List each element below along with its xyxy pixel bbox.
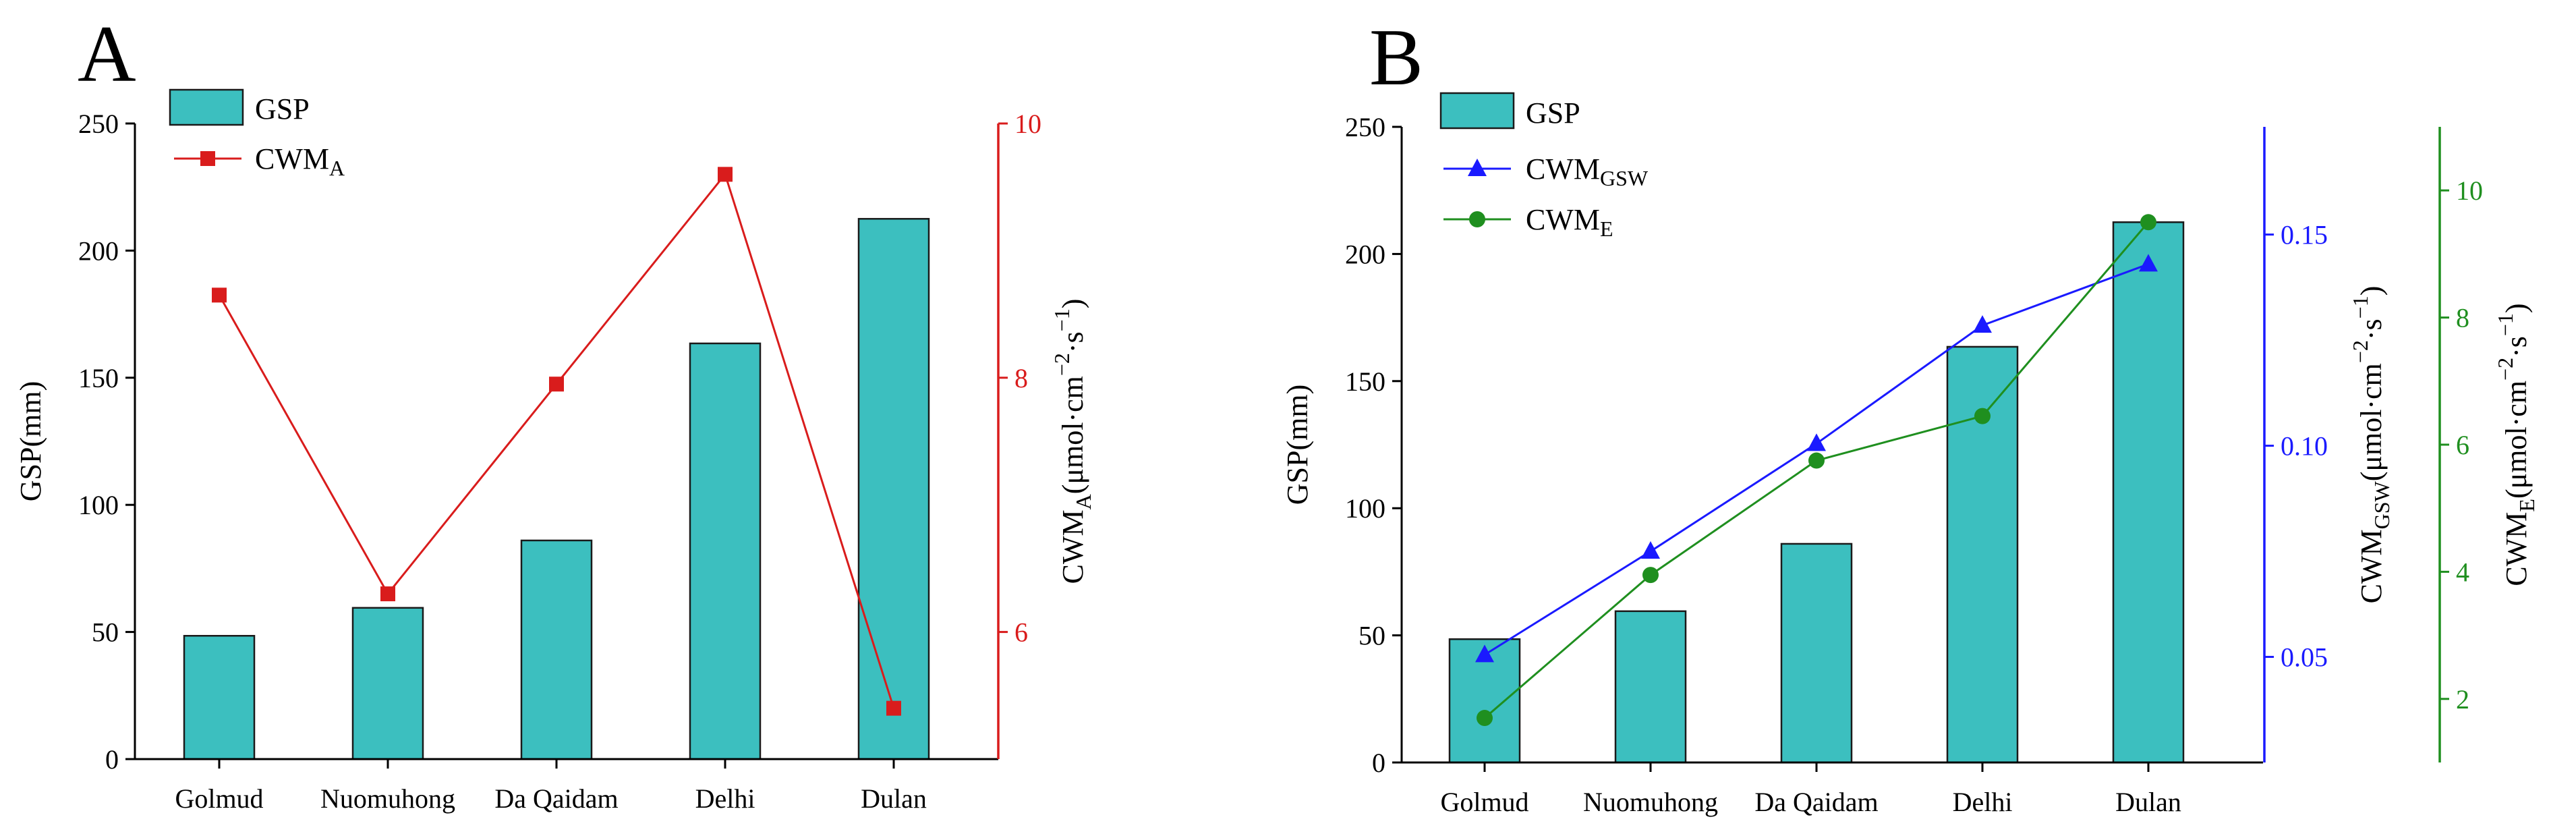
bar-dulan <box>2112 221 2185 764</box>
bar-dulan <box>857 218 930 760</box>
x-tick-label: Golmud <box>175 783 263 814</box>
right-axis-cwm-gsw-tick-label: 0.05 <box>2281 642 2328 673</box>
point-gsw-dulan <box>2139 254 2158 272</box>
panel-b-letter: B <box>1369 12 1423 102</box>
right-axis-cwm-a-tick-label: 6 <box>1014 617 1028 648</box>
right-axis-cwm-e-tick-label: 8 <box>2456 303 2469 333</box>
left-tick-label: 50 <box>1358 621 1385 651</box>
point-a-dulan <box>886 700 901 716</box>
right-axis-cwm-a-label: CWMA(μmol·cm−2·s−1) <box>1050 299 1095 584</box>
legend-cwm-a-label: CWMA <box>255 142 345 180</box>
right-axis-cwm-e-tick-label: 10 <box>2456 175 2483 206</box>
left-tick-label: 150 <box>78 363 119 393</box>
left-tick-label: 250 <box>1345 112 1385 142</box>
right-axis-cwm-a-tick-label: 10 <box>1014 109 1041 139</box>
left-tick-label: 0 <box>105 744 119 775</box>
legend-gsp-label: GSP <box>255 92 310 126</box>
panel-b-chart: 0 50 100 150 200 250 GSP(mm) Golmud Nuomuhong Da … <box>1281 92 2539 817</box>
x-tick-label: Delhi <box>1953 787 2013 817</box>
bar-delhi <box>689 342 762 760</box>
legend-cwm-gsw-marker <box>1468 159 1487 176</box>
bar-golmud <box>183 635 256 760</box>
left-axis-label: GSP(mm) <box>14 381 47 501</box>
x-tick-label: Nuomuhong <box>1583 787 1718 817</box>
right-axis-cwm-gsw-tick-label: 0.10 <box>2281 431 2328 462</box>
legend-gsp-swatch <box>169 88 244 126</box>
point-e-da-qaidam <box>1808 452 1825 469</box>
bar-da-qaidam <box>1780 543 1853 764</box>
point-gsw-da-qaidam <box>1807 433 1826 451</box>
x-tick-label: Da Qaidam <box>1754 787 1878 817</box>
left-tick-label: 200 <box>1345 239 1385 269</box>
legend-gsp-label: GSP <box>1526 96 1580 130</box>
right-axis-cwm-a-tick-label: 8 <box>1014 363 1028 393</box>
point-e-nuomuhong <box>1642 567 1659 584</box>
right-axis-cwm-gsw-tick-label: 0.15 <box>2281 220 2328 250</box>
left-tick-label: 200 <box>78 235 119 266</box>
x-tick-label: Nuomuhong <box>320 783 455 814</box>
right-axis-cwm-e-label: CWME(μmol·cm−2·s−1) <box>2493 303 2539 586</box>
point-e-delhi <box>1974 408 1991 424</box>
bar-da-qaidam <box>520 539 593 760</box>
x-tick-label: Dulan <box>861 783 927 814</box>
point-a-da-qaidam <box>549 377 564 392</box>
panel-a-chart: 0 50 100 150 200 250 GSP(mm) Golmud Nuomuhong Da … <box>14 88 1095 814</box>
left-tick-label: 250 <box>78 109 119 139</box>
left-tick-label: 150 <box>1345 366 1385 397</box>
left-axis-label: GSP(mm) <box>1281 385 1314 505</box>
point-gsw-delhi <box>1973 315 1992 333</box>
left-tick-label: 100 <box>78 490 119 520</box>
bar-nuomuhong <box>1614 610 1687 764</box>
point-e-golmud <box>1477 710 1493 727</box>
point-gsw-golmud <box>1475 644 1494 663</box>
legend-cwm-gsw-label: CWMGSW <box>1526 152 1649 190</box>
left-tick-label: 0 <box>1372 748 1385 778</box>
legend-cwm-e-marker <box>1469 211 1485 227</box>
point-e-dulan <box>2140 214 2156 231</box>
x-tick-label: Da Qaidam <box>494 783 618 814</box>
point-a-delhi <box>718 167 733 182</box>
x-tick-label: Golmud <box>1440 787 1528 817</box>
point-a-golmud <box>212 287 227 303</box>
right-axis-cwm-e-tick-label: 6 <box>2456 430 2469 460</box>
x-tick-label: Dulan <box>2115 787 2181 817</box>
legend-gsp-swatch <box>1439 92 1515 130</box>
x-tick-label: Delhi <box>695 783 755 814</box>
right-axis-cwm-e-tick-label: 4 <box>2456 557 2469 587</box>
bar-nuomuhong <box>351 607 424 760</box>
panel-a-letter: A <box>78 9 136 99</box>
point-a-nuomuhong <box>380 586 395 602</box>
left-tick-label: 50 <box>92 617 119 648</box>
right-axis-cwm-gsw-label: CWMGSW(μmol·cm−2·s−1) <box>2348 286 2394 604</box>
legend-cwm-a-marker <box>200 151 215 166</box>
point-gsw-nuomuhong <box>1641 541 1660 559</box>
right-axis-cwm-e-tick-label: 2 <box>2456 684 2469 715</box>
legend-cwm-e-label: CWME <box>1526 203 1613 241</box>
left-tick-label: 100 <box>1345 493 1385 524</box>
